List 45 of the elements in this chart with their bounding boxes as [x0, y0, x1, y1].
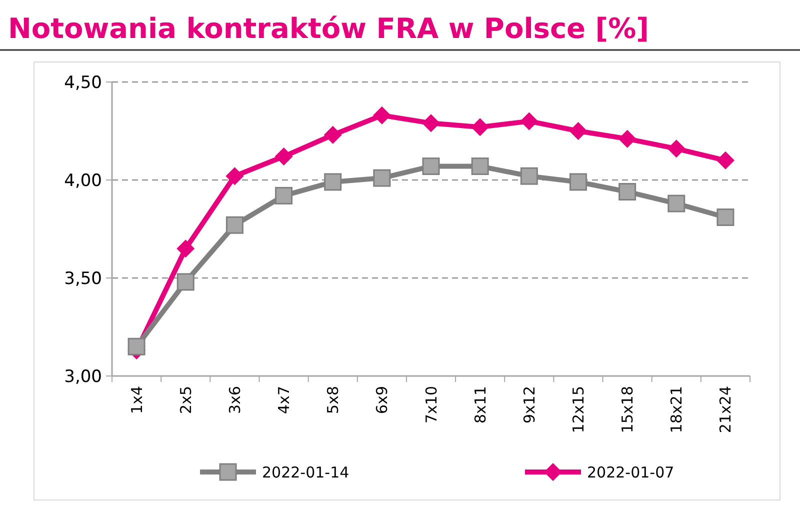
point: [471, 158, 489, 176]
point: [275, 186, 293, 204]
x-tick-label: 6x9: [373, 386, 392, 414]
x-tick-label: 1x4: [128, 386, 146, 414]
point: [618, 130, 636, 148]
point: [324, 126, 342, 144]
y-tick-label: 4,50: [64, 72, 102, 93]
point: [520, 112, 538, 130]
x-tick-label: 7x10: [422, 386, 440, 424]
point: [668, 194, 686, 212]
point: [422, 114, 440, 132]
point: [667, 140, 686, 158]
x-tick-label: 8x11: [471, 386, 490, 424]
y-tick-label: 3,50: [64, 268, 102, 289]
point: [324, 173, 342, 191]
y-tick-label: 4,00: [64, 170, 102, 191]
x-tick-label: 5x8: [324, 386, 342, 414]
point: [569, 173, 587, 191]
point: [226, 216, 244, 234]
point: [569, 122, 588, 140]
point: [471, 118, 490, 136]
point: [618, 183, 636, 201]
legend-label: 2022-01-07: [587, 463, 674, 482]
x-tick-label: 15x18: [618, 386, 637, 434]
x-tick-label: 2x5: [176, 386, 195, 414]
point: [716, 208, 734, 226]
point: [373, 169, 391, 187]
point: [422, 158, 440, 176]
point: [128, 338, 146, 356]
point: [520, 167, 538, 185]
point: [372, 106, 391, 124]
point: [176, 240, 195, 258]
x-tick-label: 9x12: [520, 386, 538, 424]
point: [716, 151, 734, 170]
x-tick-label: 21x24: [716, 386, 735, 434]
point: [226, 167, 244, 186]
chart-title: Notowania kontraktów FRA w Polsce [%]: [8, 12, 649, 45]
point: [274, 147, 293, 166]
point: [176, 273, 194, 291]
y-tick-label: 3,00: [64, 366, 102, 387]
x-tick-label: 12x15: [569, 386, 588, 434]
legend-label: 2022-01-14: [262, 463, 350, 482]
x-tick-label: 3x6: [226, 386, 244, 414]
x-tick-label: 18x21: [668, 386, 686, 434]
x-tick-label: 4x7: [275, 386, 294, 414]
